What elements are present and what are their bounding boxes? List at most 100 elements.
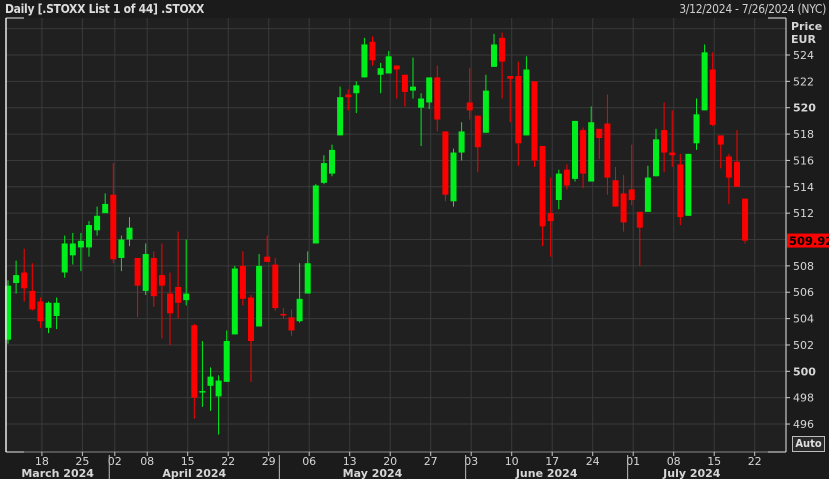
- x-tick-label: 20: [383, 455, 397, 468]
- candle: [491, 33, 497, 67]
- candle: [369, 36, 376, 66]
- y-tick-label: 522: [793, 75, 814, 88]
- candle-body: [458, 131, 465, 153]
- candle-body: [555, 173, 562, 200]
- candle: [555, 169, 562, 210]
- candle-body: [102, 203, 109, 214]
- candle-body: [280, 313, 287, 316]
- candle-body: [596, 128, 603, 139]
- y-tick-label: 496: [793, 418, 814, 431]
- candle-body: [215, 380, 222, 397]
- x-axis: 18 25 02 08 15 22 29 06 13 20 27 03 10 17 24 01 08 15 22 Ma…: [21, 452, 762, 479]
- candle-body: [312, 185, 319, 244]
- x-tick-label: 03: [464, 455, 478, 468]
- candle: [86, 221, 92, 257]
- last-price-marker: 509.92: [787, 233, 829, 248]
- candle-body: [717, 135, 724, 145]
- candle-body: [653, 139, 659, 177]
- candle: [604, 94, 611, 195]
- candle-body: [118, 239, 125, 258]
- last-price-background: [787, 233, 829, 248]
- x-tick-label: 18: [35, 455, 49, 468]
- y-tick-label: 524: [793, 49, 814, 62]
- month-label: May 2024: [343, 467, 403, 479]
- candle-body: [474, 115, 481, 148]
- y-tick-label: 502: [793, 339, 814, 352]
- plot-frame: [5, 17, 787, 453]
- candle: [410, 57, 416, 99]
- candle: [175, 231, 182, 319]
- candle: [434, 65, 441, 132]
- candle: [110, 163, 117, 264]
- candle-body: [296, 298, 303, 322]
- candle: [677, 153, 684, 226]
- candle-body: [353, 85, 360, 94]
- candle-body: [588, 122, 595, 182]
- candle: [701, 44, 708, 111]
- candle: [442, 131, 449, 202]
- candle: [377, 62, 384, 94]
- x-tick-label: 15: [707, 455, 721, 468]
- candle: [150, 251, 157, 307]
- candle-body: [499, 37, 506, 62]
- candle-body: [410, 86, 416, 91]
- candle: [158, 243, 165, 339]
- candle: [418, 93, 425, 146]
- candle-body: [734, 161, 740, 187]
- candle-body: [256, 265, 263, 327]
- date-range[interactable]: 3/12/2024 - 7/26/2024 (NYC): [679, 2, 826, 16]
- chart-title: Daily [.STOXX List 1 of 44] .STOXX: [5, 2, 204, 16]
- candle-body: [264, 256, 271, 262]
- x-tick-label: 22: [221, 455, 235, 468]
- candle-body: [661, 130, 668, 153]
- x-tick-label: 08: [667, 455, 681, 468]
- candle: [21, 248, 28, 302]
- candle: [580, 127, 587, 189]
- y-axis: 496 498 500 502 504 506 508 512 514 516 518 520 522 5…: [786, 49, 816, 431]
- candle-body: [572, 120, 578, 179]
- candle: [312, 184, 319, 244]
- candle: [636, 211, 643, 266]
- candle-body: [29, 290, 36, 310]
- candle: [661, 102, 668, 173]
- candle: [353, 81, 360, 113]
- candle-body: [677, 164, 684, 218]
- candle-body: [158, 275, 165, 286]
- candle-body: [450, 152, 457, 202]
- candle: [499, 32, 506, 99]
- candle: [94, 206, 101, 236]
- candle: [329, 144, 335, 177]
- candle-body: [126, 227, 133, 240]
- y-tick-label: 520: [793, 102, 816, 115]
- last-price-label: 509.92: [789, 234, 829, 248]
- candle-body: [320, 163, 327, 183]
- candle-body: [304, 263, 311, 294]
- candle: [717, 135, 724, 169]
- candle-body: [491, 44, 497, 67]
- candle-body: [94, 215, 101, 231]
- candle: [345, 89, 352, 111]
- candle: [709, 52, 716, 127]
- candle-body: [725, 156, 732, 178]
- candle-body: [337, 97, 344, 136]
- candle-body: [110, 194, 117, 260]
- candle: [61, 235, 68, 278]
- candle-body: [21, 272, 28, 289]
- candle-body: [669, 152, 676, 156]
- candle-body: [466, 102, 473, 111]
- candle-body: [288, 317, 295, 331]
- candle-body: [223, 341, 230, 382]
- candle: [547, 177, 554, 257]
- x-tick-label: 24: [586, 455, 600, 468]
- candle-body: [231, 268, 238, 335]
- month-label: June 2024: [515, 467, 578, 479]
- candle: [531, 81, 538, 168]
- candle: [37, 297, 44, 328]
- candle: [563, 164, 570, 190]
- y-tick-label: 512: [793, 207, 814, 220]
- candle: [685, 153, 692, 216]
- candle: [482, 74, 489, 133]
- auto-scale-button[interactable]: Auto: [792, 436, 825, 452]
- candle: [29, 263, 36, 311]
